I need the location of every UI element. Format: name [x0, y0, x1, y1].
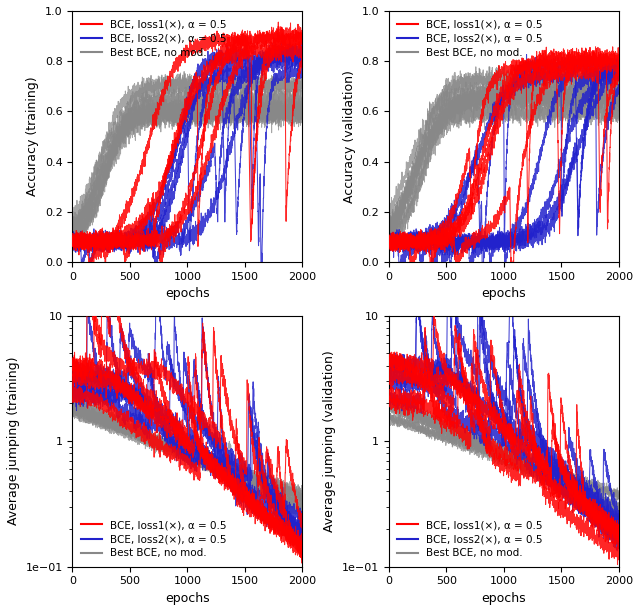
Legend: BCE, loss1(×), α = 0.5, BCE, loss2(×), α = 0.5, Best BCE, no mod.: BCE, loss1(×), α = 0.5, BCE, loss2(×), α… [77, 16, 230, 61]
Y-axis label: Accuracy (training): Accuracy (training) [26, 76, 40, 196]
Y-axis label: Average jumping (validation): Average jumping (validation) [323, 350, 337, 532]
X-axis label: epochs: epochs [482, 592, 526, 605]
Legend: BCE, loss1(×), α = 0.5, BCE, loss2(×), α = 0.5, Best BCE, no mod.: BCE, loss1(×), α = 0.5, BCE, loss2(×), α… [77, 517, 230, 562]
Y-axis label: Average jumping (training): Average jumping (training) [7, 357, 20, 526]
Legend: BCE, loss1(×), α = 0.5, BCE, loss2(×), α = 0.5, Best BCE, no mod.: BCE, loss1(×), α = 0.5, BCE, loss2(×), α… [394, 16, 546, 61]
X-axis label: epochs: epochs [165, 592, 210, 605]
X-axis label: epochs: epochs [482, 288, 526, 300]
X-axis label: epochs: epochs [165, 288, 210, 300]
Y-axis label: Accuracy (validation): Accuracy (validation) [343, 70, 356, 203]
Legend: BCE, loss1(×), α = 0.5, BCE, loss2(×), α = 0.5, Best BCE, no mod.: BCE, loss1(×), α = 0.5, BCE, loss2(×), α… [394, 517, 546, 562]
